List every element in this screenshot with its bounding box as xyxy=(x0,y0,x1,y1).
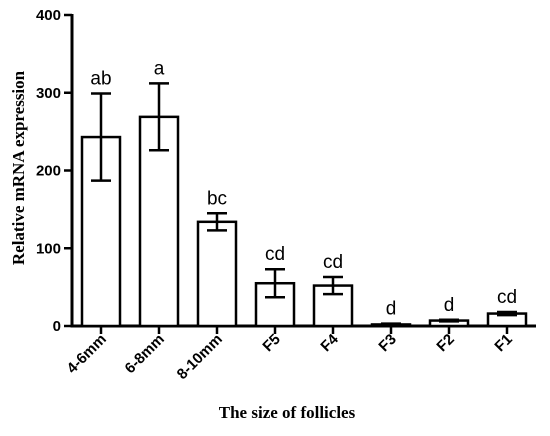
x-tick-label: F2 xyxy=(433,331,457,355)
x-tick-label: F4 xyxy=(317,330,342,355)
y-tick-label: 200 xyxy=(36,163,61,180)
x-axis: 4-6mm 6-8mm 8-10mm F5 F4 F3 F2 F1 xyxy=(64,324,536,383)
y-tick-label: 400 xyxy=(36,7,61,24)
y-axis-title: Relative mRNA expression xyxy=(9,70,28,265)
significance-label: a xyxy=(154,58,165,79)
significance-label: ab xyxy=(90,69,111,90)
x-tick-label: 4-6mm xyxy=(64,331,110,377)
x-tick-label: F3 xyxy=(375,331,399,355)
significance-label: d xyxy=(386,299,397,320)
significance-label: cd xyxy=(265,244,285,265)
y-tick-label: 300 xyxy=(36,85,61,102)
x-tick-label: 6-8mm xyxy=(122,331,168,377)
significance-label: bc xyxy=(207,188,227,209)
y-tick-label: 0 xyxy=(53,318,61,335)
significance-label: d xyxy=(444,295,455,316)
x-tick-label: F5 xyxy=(259,331,283,355)
y-tick-label: 100 xyxy=(36,240,61,257)
bars: ab a bc cd cd d d cd xyxy=(80,58,528,328)
significance-label: cd xyxy=(497,287,517,308)
y-axis: 0 100 200 300 400 xyxy=(36,7,74,335)
bar xyxy=(196,220,238,328)
x-axis-title: The size of follicles xyxy=(219,403,356,422)
significance-label: cd xyxy=(323,252,343,273)
x-tick-label: F1 xyxy=(491,331,515,355)
x-tick-label: 8-10mm xyxy=(174,331,226,383)
